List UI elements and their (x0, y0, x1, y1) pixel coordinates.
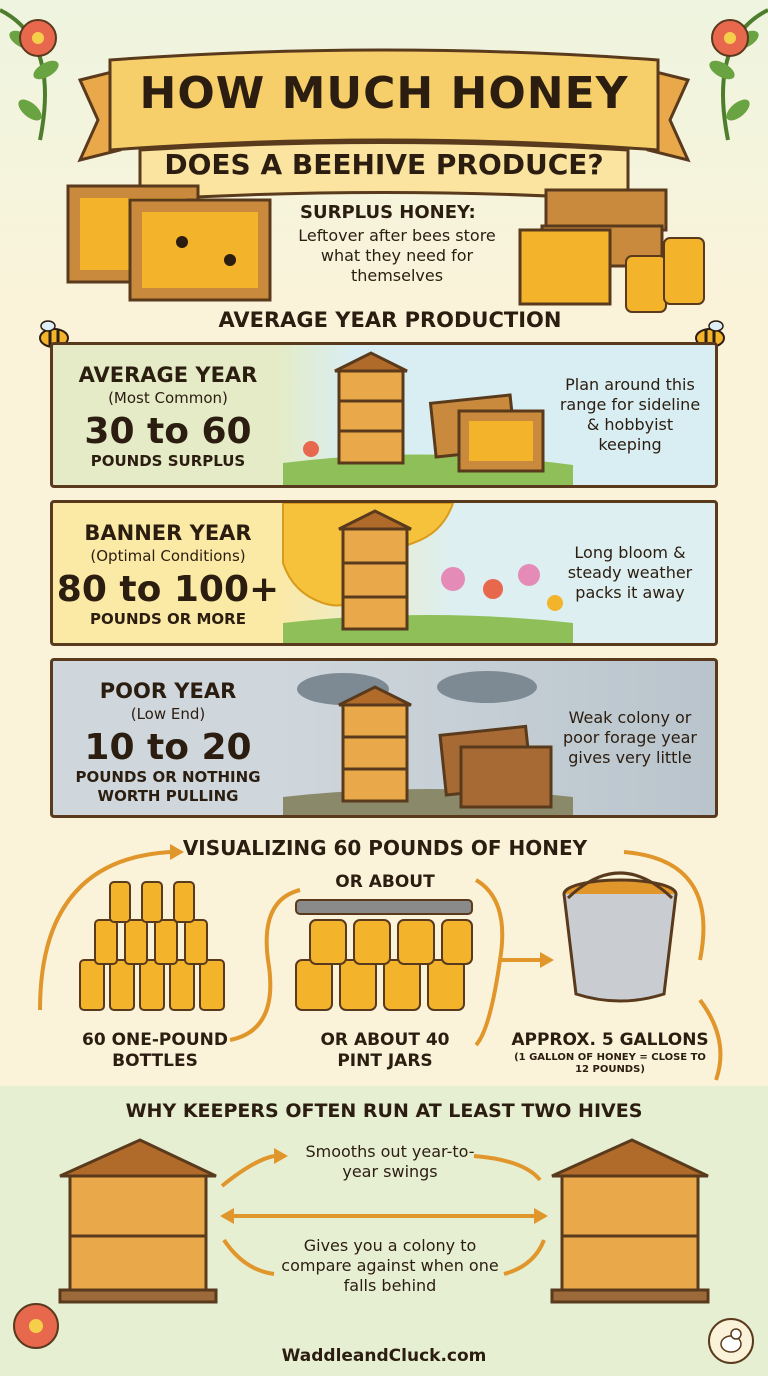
poor-year-stats: POOR YEAR (Low End) 10 to 20 POUNDS OR N… (53, 661, 283, 815)
year-note: Weak colony or poor forage year gives ve… (563, 708, 697, 767)
year-unit: POUNDS OR NOTHING WORTH PULLING (75, 768, 261, 805)
gallons-label: APPROX. 5 GALLONS (511, 1030, 709, 1050)
average-year-stats: AVERAGE YEAR (Most Common) 30 to 60 POUN… (53, 345, 283, 485)
corner-foliage-top-left (0, 8, 59, 141)
banner-year-panel: BANNER YEAR (Optimal Conditions) 80 to 1… (50, 500, 718, 646)
page-title: HOW MUCH HONEY (139, 68, 629, 119)
hive-arrows (220, 1148, 548, 1276)
year-note: Long bloom & steady weather packs it awa… (567, 543, 693, 602)
year-name: AVERAGE YEAR (78, 363, 258, 387)
reason-smooths-swings: Smooths out year-to-year swings (305, 1142, 475, 1181)
year-name: BANNER YEAR (84, 521, 252, 545)
average-year-panel: AVERAGE YEAR (Most Common) 30 to 60 POUN… (50, 342, 718, 488)
honeycomb-stack-and-jars (518, 188, 705, 313)
flow-arrows (38, 844, 723, 1081)
title-banner: HOW MUCH HONEY DOES A BEEHIVE PRODUCE? (77, 40, 691, 202)
year-amount: 80 to 100+ (56, 569, 280, 610)
year-amount: 30 to 60 (84, 411, 252, 452)
bottles-label: 60 ONE-POUND BOTTLES (82, 1030, 228, 1071)
corner-foliage-top-right (709, 8, 768, 141)
poor-year-hive-art (283, 671, 573, 815)
surplus-heading: SURPLUS HONEY: (300, 202, 476, 223)
average-section-title: AVERAGE YEAR PRODUCTION (218, 308, 562, 332)
year-amount: 10 to 20 (84, 727, 252, 768)
surplus-description: Leftover after bees store what they need… (298, 226, 496, 285)
jars-label: OR ABOUT 40 PINT JARS (320, 1030, 450, 1071)
honey-bucket-icon (562, 871, 678, 1003)
banner-year-stats: BANNER YEAR (Optimal Conditions) 80 to 1… (53, 503, 283, 643)
year-name: POOR YEAR (99, 679, 237, 703)
or-about-label: OR ABOUT (335, 872, 435, 892)
year-unit: POUNDS SURPLUS (90, 452, 246, 470)
poor-year-panel: POOR YEAR (Low End) 10 to 20 POUNDS OR N… (50, 658, 718, 818)
flower-icon (13, 1303, 59, 1349)
page-subtitle: DOES A BEEHIVE PRODUCE? (164, 148, 604, 181)
banner-ribbon (77, 48, 691, 202)
visualizing-title: VISUALIZING 60 POUNDS OF HONEY (182, 836, 588, 860)
year-unit: POUNDS OR MORE (90, 610, 246, 628)
honey-bottles-icon (79, 881, 225, 1011)
year-subtitle: (Most Common) (108, 389, 228, 407)
chicken-logo-icon (708, 1318, 754, 1364)
honeycomb-frames-left (66, 184, 272, 302)
two-hives-title: WHY KEEPERS OFTEN RUN AT LEAST TWO HIVES (125, 1100, 643, 1122)
reason-compare-colony: Gives you a colony to compare against wh… (281, 1236, 499, 1295)
banner-year-hive-art (282, 503, 573, 643)
footer-website[interactable]: WaddleandCluck.com (281, 1346, 487, 1366)
hive-right-icon (550, 1138, 710, 1304)
honey-jars-icon (295, 899, 473, 1011)
year-note: Plan around this range for sideline & ho… (559, 375, 701, 454)
gallon-conversion-note: (1 GALLON OF HONEY = CLOSE TO 12 POUNDS) (514, 1052, 706, 1075)
average-year-hive-art (283, 351, 573, 485)
year-subtitle: (Optimal Conditions) (90, 547, 246, 565)
year-subtitle: (Low End) (130, 705, 206, 723)
hive-left-icon (58, 1138, 218, 1304)
